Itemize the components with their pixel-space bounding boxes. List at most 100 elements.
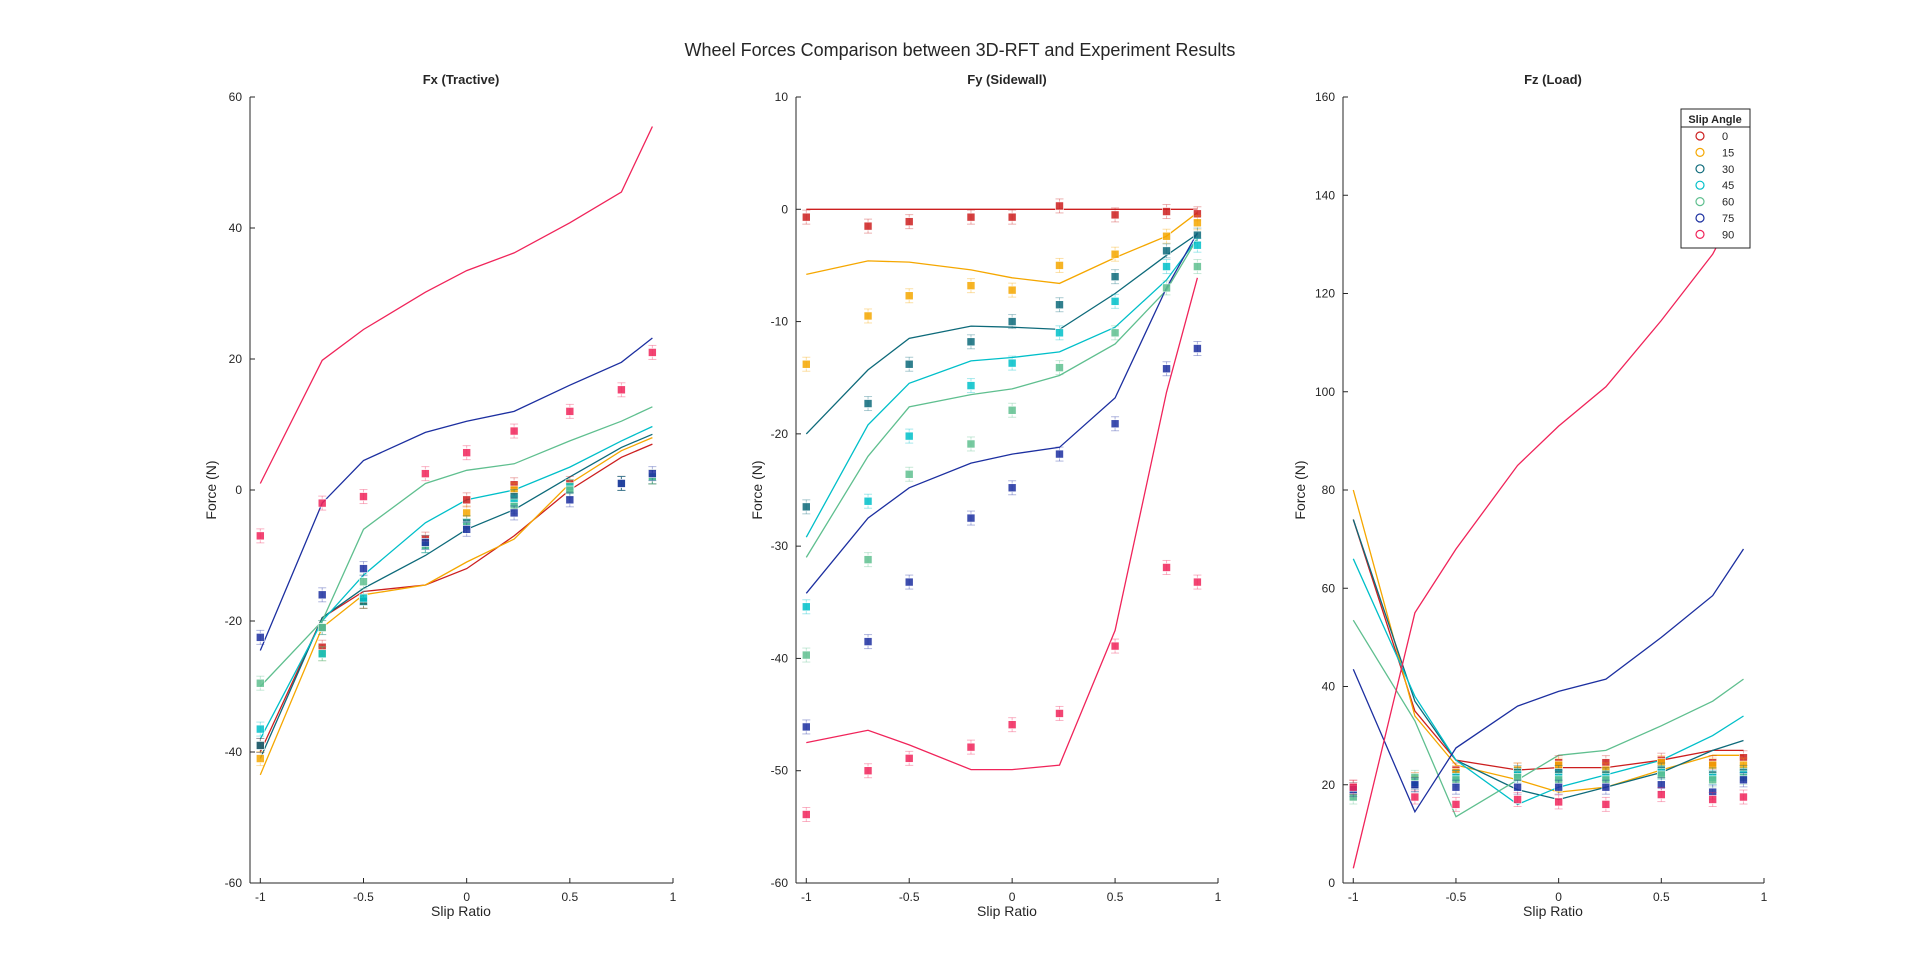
experiment-point-15 [966,278,976,294]
experiment-point-90 [1451,796,1461,812]
experiment-marker [1739,775,1748,785]
panel-fz-ylabel: Force (N) [1292,460,1308,519]
experiment-marker [617,479,626,488]
experiment-point-90 [1110,638,1120,654]
y-tick-label: 100 [1315,385,1335,399]
x-tick-label: -1 [1348,890,1359,904]
experiment-marker [617,385,626,395]
experiment-marker [1193,240,1202,250]
experiment-marker [1451,800,1461,809]
y-tick-label: -20 [771,427,789,441]
experiment-marker [359,577,368,587]
experiment-marker [863,766,873,776]
experiment-marker [317,649,327,659]
experiment-marker [1513,782,1522,792]
experiment-point-0 [1055,198,1064,214]
experiment-point-75 [966,510,976,526]
experiment-marker [863,399,873,408]
experiment-point-30 [863,396,873,412]
experiment-marker [565,407,575,416]
model-line-75 [259,337,653,651]
x-tick-label: -1 [255,890,266,904]
model-line-90 [259,126,653,484]
experiment-marker [1055,328,1064,338]
legend-label: 45 [1722,180,1734,192]
experiment-point-60 [1708,772,1717,788]
experiment-marker [1739,792,1748,802]
experiment-point-90 [359,489,368,505]
y-tick-label: -40 [771,651,789,665]
experiment-point-45 [359,590,368,606]
experiment-marker [1657,770,1666,780]
experiment-point-90 [801,807,811,823]
experiment-marker [1055,709,1064,718]
experiment-marker [966,281,976,290]
model-line-75 [805,232,1198,594]
experiment-point-0 [1110,207,1120,223]
experiment-marker [565,495,575,505]
experiment-point-0 [904,214,914,230]
y-tick-label: -10 [771,315,789,329]
legend-entry: 60 [1695,197,1734,209]
y-tick-label: 20 [1322,778,1336,792]
legend-title: Slip Angle [1688,114,1741,126]
experiment-point-45 [1110,293,1120,309]
model-line-60 [805,238,1198,558]
legend-marker [1695,180,1705,190]
y-tick-label: 60 [1322,581,1336,595]
experiment-marker [648,469,657,478]
experiment-marker [317,498,327,508]
experiment-point-0 [1162,204,1171,220]
experiment-point-60 [1193,259,1202,275]
experiment-marker [863,496,873,506]
experiment-point-75 [1554,779,1563,795]
experiment-marker [1193,230,1202,240]
experiment-marker [904,469,914,479]
y-tick-label: -60 [771,876,789,890]
experiment-marker [966,212,976,222]
experiment-point-75 [1193,341,1202,357]
experiment-point-90 [1348,779,1358,795]
experiment-point-30 [801,499,811,515]
panel-fx-xlabel: Slip Ratio [431,903,491,919]
experiment-point-45 [317,646,327,662]
y-tick-label: -50 [771,764,789,778]
experiment-marker [904,359,914,369]
legend-label: 0 [1722,131,1728,143]
experiment-marker [1162,246,1171,256]
experiment-point-15 [863,308,873,324]
model-line-0 [259,443,653,753]
experiment-marker [904,217,914,226]
legend-entry: 75 [1695,213,1734,225]
experiment-marker [1451,782,1461,792]
model-line-60 [1352,619,1744,818]
experiment-point-90 [317,495,327,511]
experiment-marker [1110,249,1120,259]
y-tick-label: 120 [1315,287,1335,301]
experiment-marker [1657,780,1666,790]
experiment-marker [1554,782,1563,792]
experiment-marker [904,577,914,587]
x-tick-label: 1 [670,890,677,904]
experiment-point-90 [509,423,519,439]
experiment-point-90 [421,466,430,482]
experiment-marker [509,426,519,436]
experiment-point-90 [565,403,575,419]
experiment-marker [801,502,811,512]
experiment-marker [565,485,575,495]
panel-fz: Fz (Load) -1 -0.5 0 0.5 1 0 20 40 60 80 100 120 140 1… [1292,72,1768,919]
experiment-marker [801,722,811,732]
experiment-marker [1601,800,1611,809]
y-tick-label: -20 [225,614,243,628]
experiment-marker [1708,795,1717,804]
experiment-marker [801,650,811,660]
experiment-point-75 [565,492,575,508]
legend-entry: 90 [1695,229,1734,241]
experiment-marker [1162,231,1171,241]
experiment-marker [966,337,976,347]
experiment-point-90 [462,445,471,461]
experiment-point-90 [1162,559,1171,575]
experiment-point-90 [1007,717,1017,733]
experiment-marker [904,291,914,301]
figure-title: Wheel Forces Comparison between 3D-RFT a… [685,40,1236,60]
